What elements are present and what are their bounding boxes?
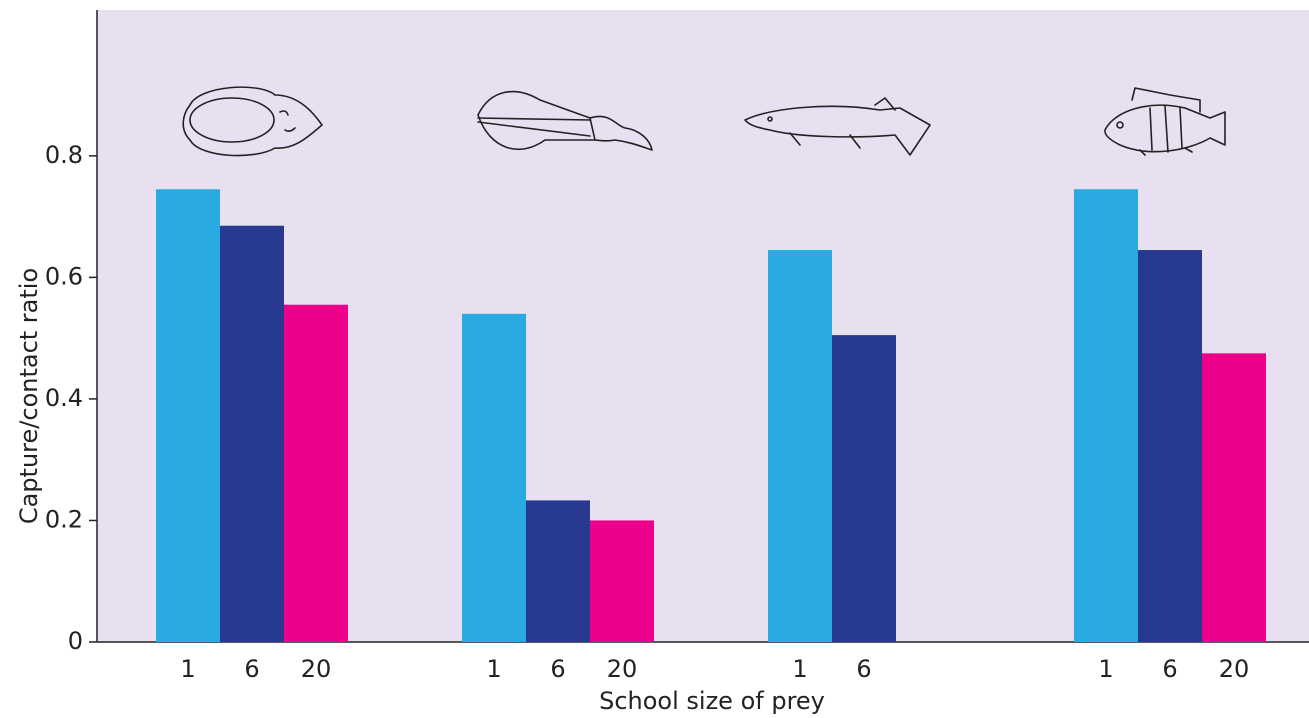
bar <box>284 304 348 642</box>
bar <box>768 250 832 643</box>
fish-icons <box>182 86 1226 157</box>
x-tick-label: 6 <box>856 655 871 683</box>
bar <box>156 189 220 642</box>
x-tick-label: 6 <box>550 655 565 683</box>
y-tick-label: 0.4 <box>45 384 83 412</box>
squid-icon <box>477 90 653 151</box>
y-tick-label: 0 <box>68 627 83 655</box>
x-tick-label: 20 <box>607 655 638 683</box>
x-tick-label: 20 <box>301 655 332 683</box>
x-tick-label: 1 <box>1098 655 1113 683</box>
y-tick-label: 0.6 <box>45 262 83 290</box>
bar <box>1074 189 1138 642</box>
x-tick-label: 20 <box>1219 655 1250 683</box>
x-tick-label: 1 <box>792 655 807 683</box>
x-tick-label: 1 <box>486 655 501 683</box>
bar <box>526 500 590 642</box>
needlefish-icon <box>744 97 931 156</box>
bar <box>220 225 284 642</box>
y-tick-label: 0.8 <box>45 141 83 169</box>
bar <box>1138 250 1202 643</box>
bar <box>590 520 654 642</box>
bar <box>462 313 526 642</box>
y-axis-title: Capture/contact ratio <box>15 268 43 524</box>
bar <box>832 335 896 642</box>
flatfish-icon <box>182 86 323 157</box>
x-tick-label: 1 <box>180 655 195 683</box>
x-tick-label: 6 <box>244 655 259 683</box>
x-tick-label: 6 <box>1162 655 1177 683</box>
x-axis-title: School size of prey <box>599 687 825 715</box>
perch-icon <box>1104 87 1226 156</box>
bar <box>1202 353 1266 642</box>
y-tick-label: 0.2 <box>45 505 83 533</box>
